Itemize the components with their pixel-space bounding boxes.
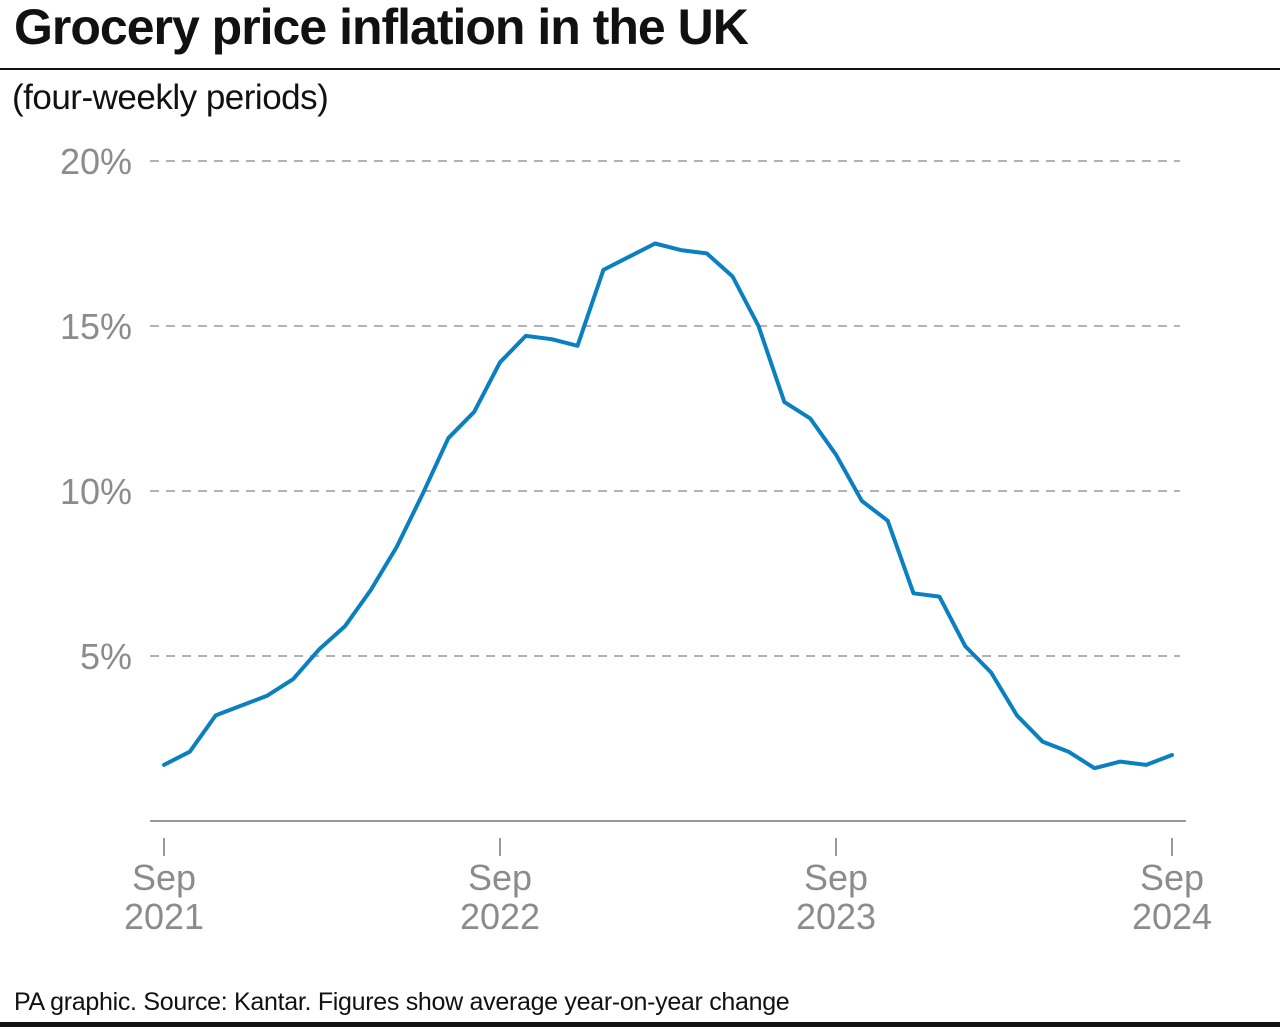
y-tick-labels: 5% 10% 15% 20% <box>60 141 132 677</box>
x-tick-label-year: 2023 <box>796 896 876 937</box>
y-tick-label: 10% <box>60 471 132 512</box>
y-tick-label: 5% <box>80 636 132 677</box>
series-line-group <box>162 241 1174 771</box>
chart-title: Grocery price inflation in the UK <box>14 0 749 55</box>
bottom-rule <box>0 1022 1280 1027</box>
chart-subtitle: (four-weekly periods) <box>12 78 329 117</box>
series-line <box>162 241 1174 771</box>
x-tick-label-month: Sep <box>132 857 196 898</box>
x-tick-label-month: Sep <box>468 857 532 898</box>
y-tick-label: 15% <box>60 306 132 347</box>
title-rule <box>0 68 1280 70</box>
x-tick-label-year: 2022 <box>460 896 540 937</box>
gridlines <box>150 160 1180 657</box>
x-tick-label-month: Sep <box>1140 857 1204 898</box>
y-tick-label: 20% <box>60 141 132 182</box>
source-footer: PA graphic. Source: Kantar. Figures show… <box>14 988 790 1016</box>
x-tick-label-year: 2021 <box>124 896 204 937</box>
x-tick-label-month: Sep <box>804 857 868 898</box>
x-tick-label-year: 2024 <box>1132 896 1212 937</box>
